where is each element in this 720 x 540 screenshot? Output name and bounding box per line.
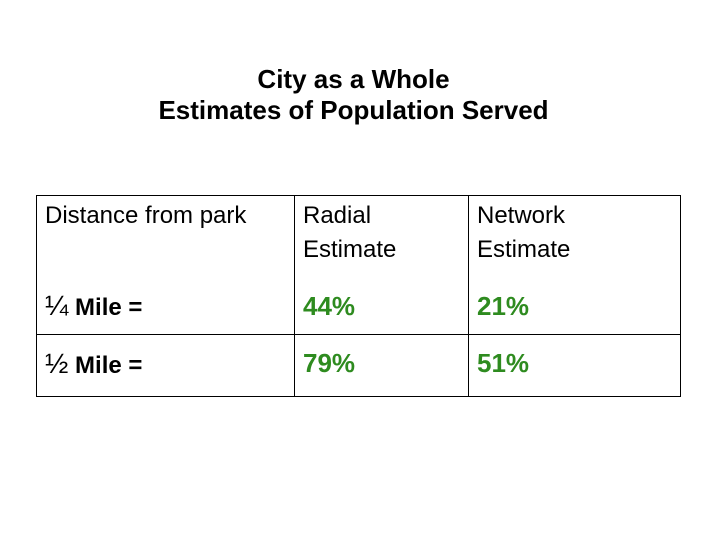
table-row: ¼ Mile = 44% 21%	[36, 274, 681, 335]
radial-value: 79%	[294, 334, 469, 397]
row-distance-cell: ½ Mile =	[36, 334, 295, 397]
header-radial-line1: Radial	[303, 202, 372, 229]
network-value: 21%	[468, 274, 681, 335]
row-fraction: ¼	[45, 290, 69, 321]
slide-title: City as a Whole Estimates of Population …	[0, 64, 707, 126]
network-value: 51%	[468, 334, 681, 397]
header-distance-label: Distance from park	[45, 202, 247, 229]
title-line-2: Estimates of Population Served	[158, 95, 549, 125]
title-line-1: City as a Whole	[257, 64, 450, 94]
table-row: ½ Mile = 79% 51%	[36, 334, 681, 397]
row-distance-cell: ¼ Mile =	[36, 274, 295, 335]
row-label: Mile =	[68, 294, 143, 321]
header-radial-line2: Estimate	[303, 236, 397, 263]
header-network-line2: Estimate	[477, 236, 571, 263]
radial-value: 44%	[294, 274, 469, 335]
header-network-line1: Network	[477, 202, 566, 229]
table-header-row: Distance from park Radial Estimate Netwo…	[36, 195, 681, 274]
header-radial: Radial Estimate	[294, 195, 469, 274]
population-estimates-table: Distance from park Radial Estimate Netwo…	[36, 195, 681, 397]
header-network: Network Estimate	[468, 195, 681, 274]
header-distance: Distance from park	[36, 195, 295, 274]
row-fraction: ½	[45, 347, 69, 379]
row-label: Mile =	[68, 351, 143, 379]
